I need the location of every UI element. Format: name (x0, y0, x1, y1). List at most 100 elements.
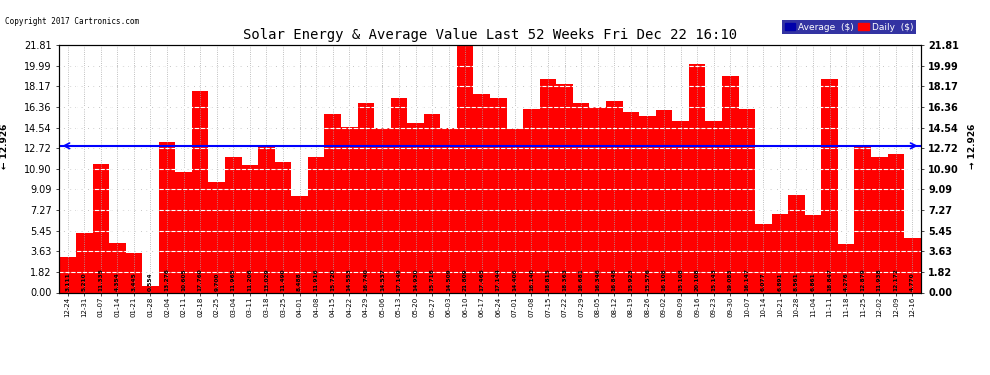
Text: 14.406: 14.406 (513, 268, 518, 291)
Bar (59, 257, 76, 292)
Text: 15.576: 15.576 (644, 268, 649, 291)
Text: 14.553: 14.553 (346, 268, 351, 291)
Text: 13.276: 13.276 (164, 268, 169, 291)
Text: 19.083: 19.083 (728, 268, 733, 291)
Bar (325, 114, 341, 292)
Text: 17.760: 17.760 (198, 268, 203, 291)
Bar (540, 79, 556, 292)
Text: 4.770: 4.770 (910, 272, 915, 291)
Text: 18.815: 18.815 (545, 268, 550, 291)
Bar (192, 91, 209, 292)
Bar (589, 107, 606, 292)
Bar (755, 224, 771, 292)
Title: Solar Energy & Average Value Last 52 Weeks Fri Dec 22 16:10: Solar Energy & Average Value Last 52 Wee… (243, 28, 738, 42)
Text: ← 12.926: ← 12.926 (0, 123, 9, 168)
Text: 16.848: 16.848 (612, 268, 617, 291)
Text: 12.879: 12.879 (860, 268, 865, 291)
Bar (888, 154, 904, 292)
Text: 11.490: 11.490 (280, 268, 285, 291)
Text: 11.916: 11.916 (314, 268, 319, 291)
Bar (523, 110, 540, 292)
Bar (722, 76, 739, 292)
Bar (126, 254, 143, 292)
Text: 16.740: 16.740 (363, 268, 368, 291)
Text: 9.700: 9.700 (214, 272, 219, 291)
Text: 4.354: 4.354 (115, 272, 120, 291)
Text: 16.147: 16.147 (744, 268, 749, 291)
Bar (490, 98, 507, 292)
Text: 20.108: 20.108 (695, 268, 700, 291)
Bar (805, 214, 822, 292)
Bar (556, 84, 573, 292)
Bar (507, 129, 523, 292)
Text: 3.111: 3.111 (65, 272, 70, 291)
Bar (258, 145, 275, 292)
Bar (655, 110, 672, 292)
Bar (242, 165, 258, 292)
Bar (225, 157, 242, 292)
Bar (623, 112, 640, 292)
Text: 6.861: 6.861 (811, 272, 816, 291)
Bar (391, 98, 407, 292)
Text: 15.143: 15.143 (711, 268, 716, 291)
Bar (640, 116, 655, 292)
Text: 15.923: 15.923 (629, 268, 634, 291)
Bar (788, 195, 805, 292)
Text: 16.108: 16.108 (661, 268, 666, 291)
Bar (573, 103, 589, 292)
Bar (424, 114, 441, 292)
Text: 16.681: 16.681 (578, 268, 584, 291)
Text: 10.605: 10.605 (181, 268, 186, 291)
Text: 0.554: 0.554 (148, 272, 153, 291)
Bar (606, 101, 623, 292)
Bar (92, 164, 109, 292)
Text: 14.930: 14.930 (413, 268, 418, 291)
Bar (854, 146, 871, 292)
Text: 18.363: 18.363 (562, 268, 567, 291)
Text: Copyright 2017 Cartronics.com: Copyright 2017 Cartronics.com (5, 17, 139, 26)
Bar (109, 243, 126, 292)
Text: 8.488: 8.488 (297, 272, 302, 291)
Text: 17.144: 17.144 (496, 268, 501, 291)
Text: 6.891: 6.891 (777, 272, 782, 291)
Bar (689, 64, 706, 292)
Text: 12.172: 12.172 (893, 268, 898, 291)
Text: 15.720: 15.720 (331, 268, 336, 291)
Bar (771, 214, 788, 292)
Text: 18.847: 18.847 (827, 268, 833, 291)
Text: 5.210: 5.210 (82, 272, 87, 291)
Text: 8.561: 8.561 (794, 272, 799, 291)
Bar (672, 121, 689, 292)
Bar (175, 172, 192, 292)
Bar (441, 128, 457, 292)
Bar (374, 128, 391, 292)
Text: 6.077: 6.077 (761, 272, 766, 291)
Bar (473, 94, 490, 292)
Bar (357, 102, 374, 292)
Bar (822, 79, 838, 292)
Text: 11.938: 11.938 (877, 268, 882, 291)
Bar (275, 162, 291, 292)
Bar (209, 182, 225, 292)
Bar (838, 244, 854, 292)
Legend: Average  ($), Daily  ($): Average ($), Daily ($) (782, 20, 916, 34)
Text: → 12.926: → 12.926 (968, 123, 977, 168)
Text: 16.346: 16.346 (595, 268, 600, 291)
Text: 3.445: 3.445 (132, 272, 137, 291)
Bar (308, 157, 325, 292)
Text: 11.335: 11.335 (98, 268, 103, 291)
Bar (407, 123, 424, 292)
Text: 21.809: 21.809 (462, 268, 467, 291)
Text: 16.140: 16.140 (529, 268, 534, 291)
Bar (706, 121, 722, 292)
Text: 15.716: 15.716 (430, 268, 435, 291)
Bar (457, 45, 473, 292)
Bar (871, 157, 888, 292)
Text: 17.149: 17.149 (396, 268, 402, 291)
Bar (291, 196, 308, 292)
Text: 15.108: 15.108 (678, 268, 683, 291)
Bar (158, 142, 175, 292)
Text: 4.276: 4.276 (843, 272, 848, 291)
Bar (76, 233, 92, 292)
Text: 14.537: 14.537 (380, 268, 385, 291)
